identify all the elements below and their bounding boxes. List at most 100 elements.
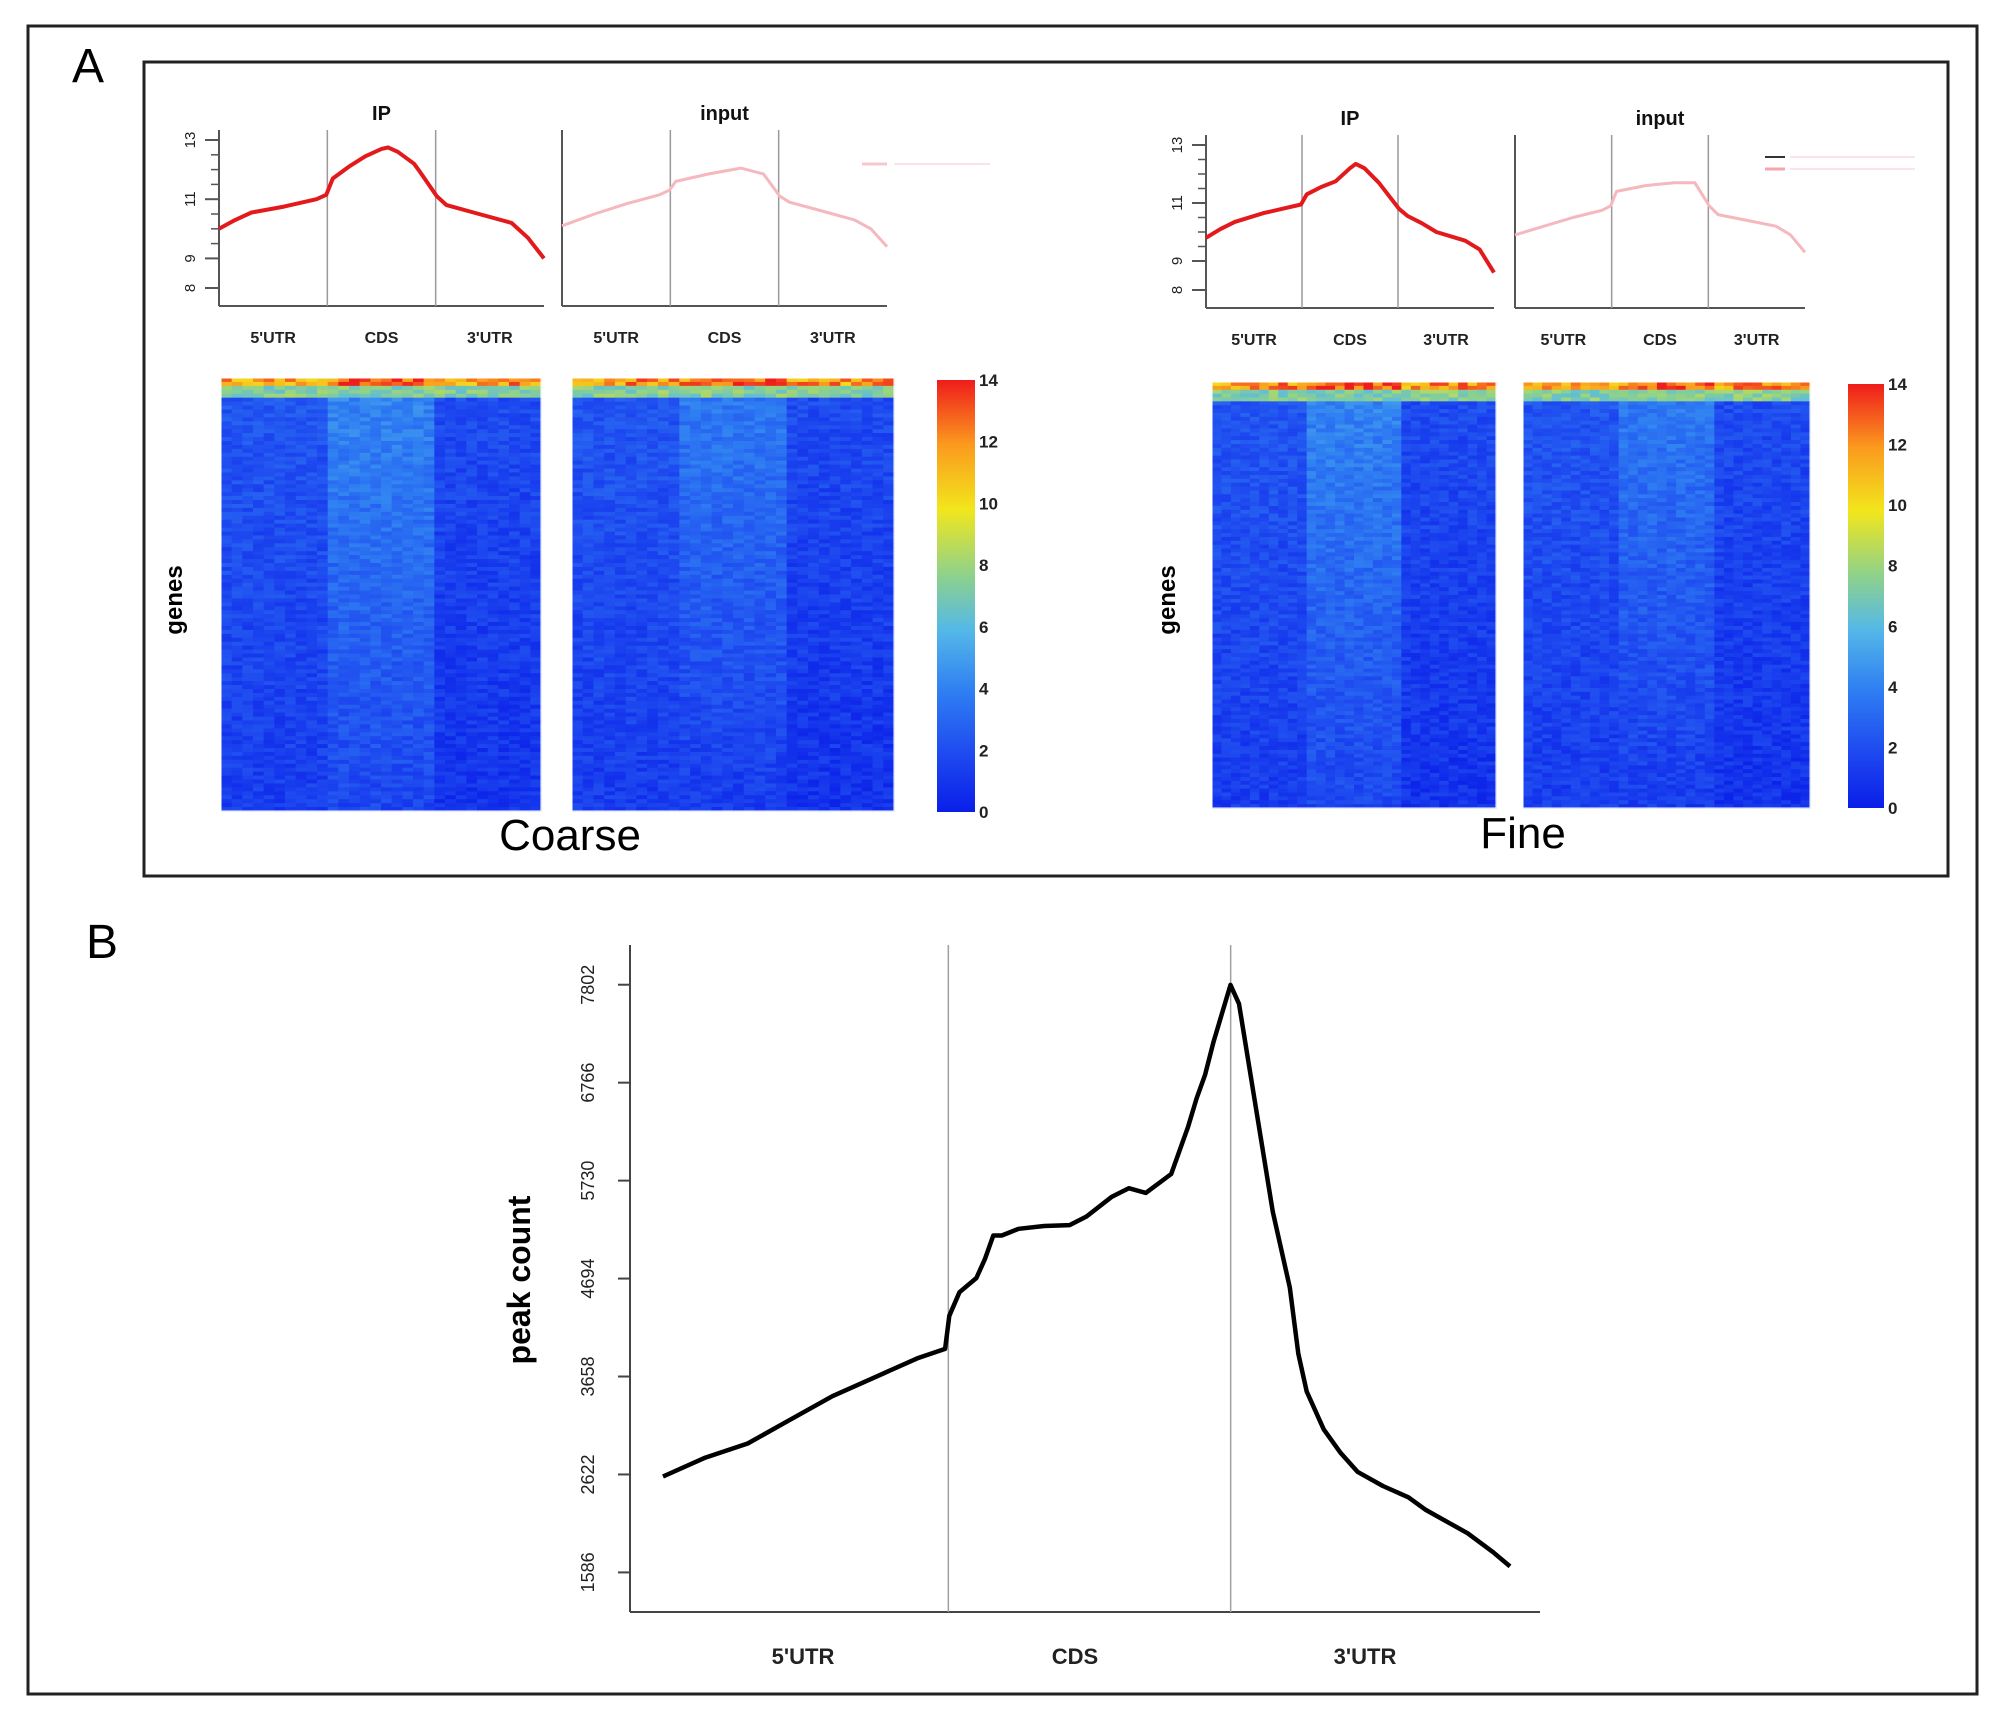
heatmap-cell: [690, 405, 702, 411]
heatmap-cell: [657, 566, 670, 572]
heatmap-cell: [231, 401, 243, 407]
heatmap-cell: [434, 488, 446, 493]
heatmap-cell: [530, 618, 542, 623]
heatmap-cell: [391, 594, 403, 600]
heatmap-cell: [872, 551, 884, 556]
heatmap-cell: [391, 673, 403, 678]
heatmap-cell: [797, 523, 809, 529]
heatmap-cell: [338, 417, 350, 422]
heatmap-cell: [402, 566, 414, 572]
heatmap-cell: [455, 566, 467, 572]
heatmap-cell: [657, 547, 670, 552]
heatmap-cell: [582, 413, 595, 418]
heatmap-cell: [423, 535, 435, 540]
heatmap-cell: [370, 736, 382, 741]
heatmap-cell: [743, 578, 756, 584]
heatmap-cell: [306, 409, 318, 415]
heatmap-cell: [765, 586, 777, 592]
heatmap-cell: [614, 448, 627, 454]
heatmap-cell: [253, 393, 265, 399]
heatmap-cell: [743, 559, 756, 564]
heatmap-cell: [477, 732, 489, 737]
heatmap-cell: [413, 744, 425, 749]
heatmap-cell: [829, 484, 841, 489]
heatmap-cell: [754, 381, 766, 387]
heatmap-cell: [306, 492, 318, 497]
heatmap-cell: [338, 385, 350, 391]
heatmap-cell: [402, 732, 414, 737]
heatmap-cell: [434, 472, 446, 478]
heatmap-cell: [359, 708, 371, 714]
heatmap-cell: [402, 763, 414, 769]
heatmap-cell: [402, 724, 414, 729]
heatmap-cell: [861, 484, 874, 489]
heatmap-cell: [455, 456, 467, 462]
heatmap-cell: [818, 535, 831, 540]
heatmap-cell: [765, 507, 777, 513]
heatmap-cell: [509, 421, 521, 426]
heatmap-cell: [423, 484, 435, 489]
heatmap-cell: [582, 468, 595, 474]
heatmap-cell: [370, 755, 382, 761]
heatmap-cell: [668, 535, 680, 540]
heatmap-cell: [582, 574, 595, 580]
heatmap-cell: [274, 539, 286, 544]
heatmap-cell: [306, 440, 318, 446]
heatmap-cell: [370, 500, 382, 505]
heatmap-cell: [509, 771, 521, 777]
heatmap-cell: [285, 795, 297, 800]
heatmap-cell: [775, 515, 788, 521]
heatmap-cell: [808, 378, 820, 383]
heatmap-cell: [487, 500, 499, 505]
heatmap-cell: [851, 496, 863, 501]
heatmap-cell: [829, 385, 841, 391]
heatmap-cell: [797, 531, 809, 537]
heatmap-cell: [381, 775, 393, 781]
heatmap-cell: [700, 429, 713, 434]
heatmap-cell: [253, 602, 265, 607]
heatmap-cell: [231, 452, 243, 458]
heatmap-cell: [861, 511, 874, 517]
heatmap-cell: [455, 417, 467, 422]
heatmap-cell: [477, 582, 489, 588]
heatmap-cell: [285, 740, 297, 745]
heatmap-cell: [445, 448, 457, 454]
heatmap-cell: [402, 590, 414, 596]
heatmap-cell: [370, 795, 382, 800]
heatmap-cell: [349, 744, 361, 749]
heatmap-cell: [466, 795, 478, 800]
heatmap-cell: [657, 413, 670, 418]
heatmap-cell: [572, 570, 584, 576]
heatmap-cell: [498, 775, 510, 781]
heatmap-cell: [263, 692, 275, 698]
heatmap-cell: [829, 405, 841, 411]
heatmap-cell: [851, 393, 863, 399]
heatmap-cell: [306, 389, 318, 395]
heatmap-cell: [487, 724, 499, 729]
heatmap-cell: [381, 378, 393, 383]
heatmap-cell: [285, 559, 297, 564]
heatmap-cell: [338, 618, 350, 623]
heatmap-cell: [391, 736, 403, 741]
heatmap-cell: [614, 578, 627, 584]
heatmap-cell: [263, 661, 275, 666]
heatmap-cell: [700, 456, 713, 462]
heatmap-cell: [593, 425, 605, 430]
heatmap-cell: [317, 736, 329, 741]
heatmap-cell: [797, 393, 809, 399]
heatmap-cell: [883, 413, 895, 418]
heatmap-cell: [327, 763, 339, 769]
heatmap-cell: [274, 657, 286, 663]
heatmap-cell: [221, 456, 233, 462]
heatmap-cell: [327, 606, 339, 611]
heatmap-cell: [381, 661, 393, 666]
heatmap-cell: [614, 409, 627, 415]
heatmap-cell: [519, 629, 531, 635]
heatmap-cell: [765, 456, 777, 462]
heatmap-cell: [295, 417, 307, 422]
heatmap-cell: [829, 429, 841, 434]
heatmap-cell: [840, 535, 852, 540]
heatmap-cell: [818, 566, 831, 572]
heatmap-cell: [242, 460, 254, 466]
heatmap-cell: [509, 539, 521, 544]
